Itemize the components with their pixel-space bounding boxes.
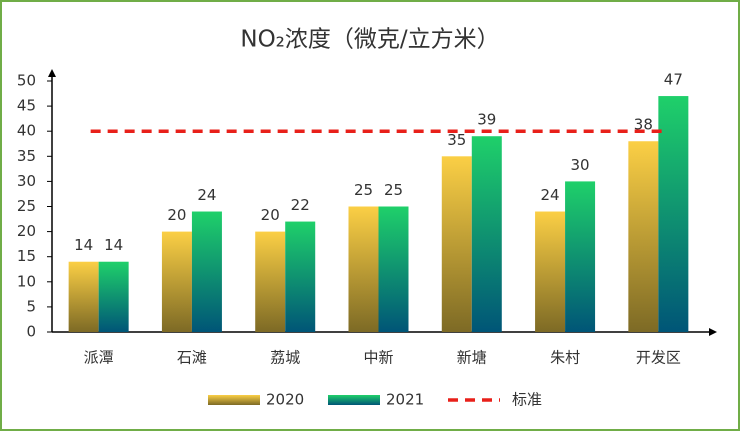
y-tick-label: 20 — [17, 222, 36, 240]
bar — [535, 211, 566, 332]
value-label: 39 — [477, 111, 496, 129]
value-label: 20 — [167, 206, 186, 224]
value-label: 14 — [104, 236, 123, 254]
y-tick-label: 35 — [17, 147, 36, 165]
x-tick-label: 石滩 — [177, 349, 207, 367]
value-label: 25 — [384, 181, 403, 199]
chart-title: NO₂浓度（微克/立方米） — [240, 27, 499, 53]
x-axis-arrow — [709, 328, 717, 336]
y-tick-label: 0 — [26, 323, 36, 341]
x-tick-label: 开发区 — [636, 349, 681, 367]
y-tick-label: 10 — [17, 272, 36, 290]
bar — [471, 136, 502, 332]
value-label: 25 — [354, 181, 373, 199]
bar — [658, 96, 689, 332]
value-label: 38 — [634, 116, 653, 134]
value-label: 22 — [291, 196, 310, 214]
legend-label: 2021 — [386, 391, 424, 409]
bar — [191, 211, 222, 332]
y-axis-arrow — [48, 69, 56, 77]
bar — [98, 261, 129, 332]
y-tick-label: 30 — [17, 172, 36, 190]
x-tick-label: 派潭 — [84, 349, 114, 367]
y-tick-label: 40 — [17, 122, 36, 140]
bar — [441, 156, 472, 332]
bar — [378, 206, 409, 332]
y-tick-label: 5 — [26, 297, 36, 315]
bar — [628, 141, 659, 332]
y-tick-label: 45 — [17, 97, 36, 115]
bar — [161, 231, 192, 332]
bar — [255, 231, 286, 332]
value-label: 24 — [541, 186, 560, 204]
legend-swatch — [208, 395, 260, 405]
x-tick-label: 朱村 — [550, 349, 580, 367]
legend-label: 标准 — [512, 391, 542, 409]
y-tick-label: 50 — [17, 72, 36, 90]
value-label: 24 — [197, 186, 216, 204]
x-tick-label: 荔城 — [270, 349, 300, 367]
bar — [285, 221, 316, 332]
legend-label: 2020 — [266, 391, 304, 409]
y-tick-label: 15 — [17, 247, 36, 265]
bar — [68, 261, 99, 332]
legend-swatch — [328, 395, 380, 405]
bar — [348, 206, 379, 332]
x-tick-label: 新塘 — [457, 349, 487, 367]
value-label: 14 — [74, 236, 93, 254]
bar — [565, 181, 596, 332]
value-label: 47 — [664, 71, 683, 89]
value-label: 35 — [447, 131, 466, 149]
value-label: 20 — [261, 206, 280, 224]
x-tick-label: 中新 — [363, 349, 393, 367]
y-tick-label: 25 — [17, 197, 36, 215]
value-label: 30 — [571, 156, 590, 174]
